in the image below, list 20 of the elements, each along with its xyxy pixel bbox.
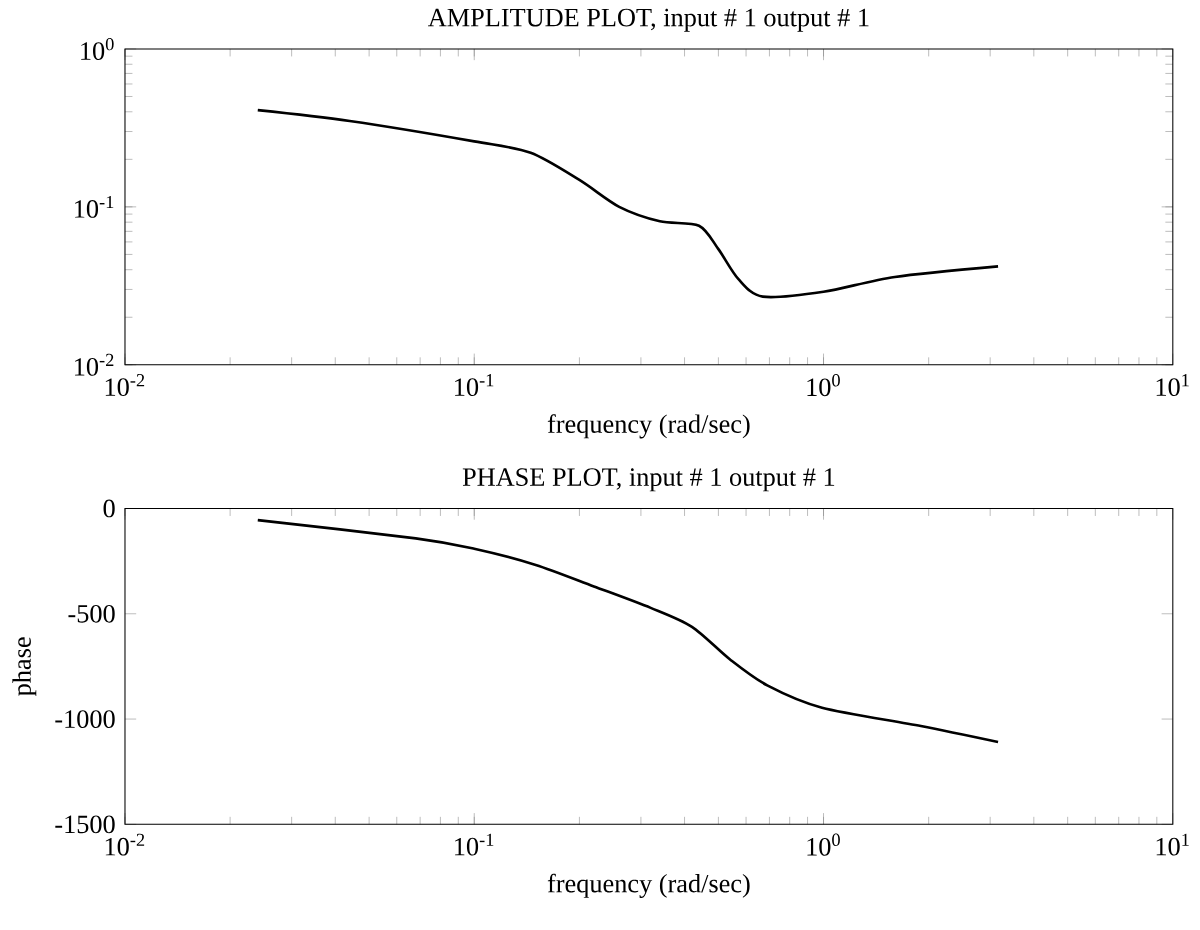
x-tick-label: 10$^{-1}$ xyxy=(455,374,494,397)
x-axis-title: frequency (rad/sec) xyxy=(547,414,750,439)
x-tick-label: 10$^{0}$ xyxy=(807,374,840,397)
y-tick-label: -500 xyxy=(68,604,115,623)
y-tick-label: 0 xyxy=(103,499,115,518)
x-tick-label: 10$^{-1}$ xyxy=(455,833,494,856)
chart-title: PHASE PLOT, input # 1 output # 1 xyxy=(462,468,835,492)
y-tick-label: 10$^{-2}$ xyxy=(75,353,114,376)
x-tick-label: 10$^{-2}$ xyxy=(105,833,145,856)
x-tick-label: 10$^{-2}$ xyxy=(105,374,145,397)
x-tick-label: 10$^{1}$ xyxy=(1156,374,1189,397)
x-axis-title: frequency (rad/sec) xyxy=(547,873,750,899)
y-axis-title: phase xyxy=(12,637,37,697)
y-tick-label: -1500 xyxy=(55,815,115,834)
y-tick-label: 10$^{0}$ xyxy=(81,37,114,61)
y-tick-label: 10$^{-1}$ xyxy=(75,195,114,218)
chart-title: AMPLITUDE PLOT, input # 1 output # 1 xyxy=(428,8,869,32)
x-tick-label: 10$^{0}$ xyxy=(807,833,840,856)
y-tick-label: -1000 xyxy=(55,710,115,728)
x-tick-label: 10$^{1}$ xyxy=(1156,833,1189,856)
